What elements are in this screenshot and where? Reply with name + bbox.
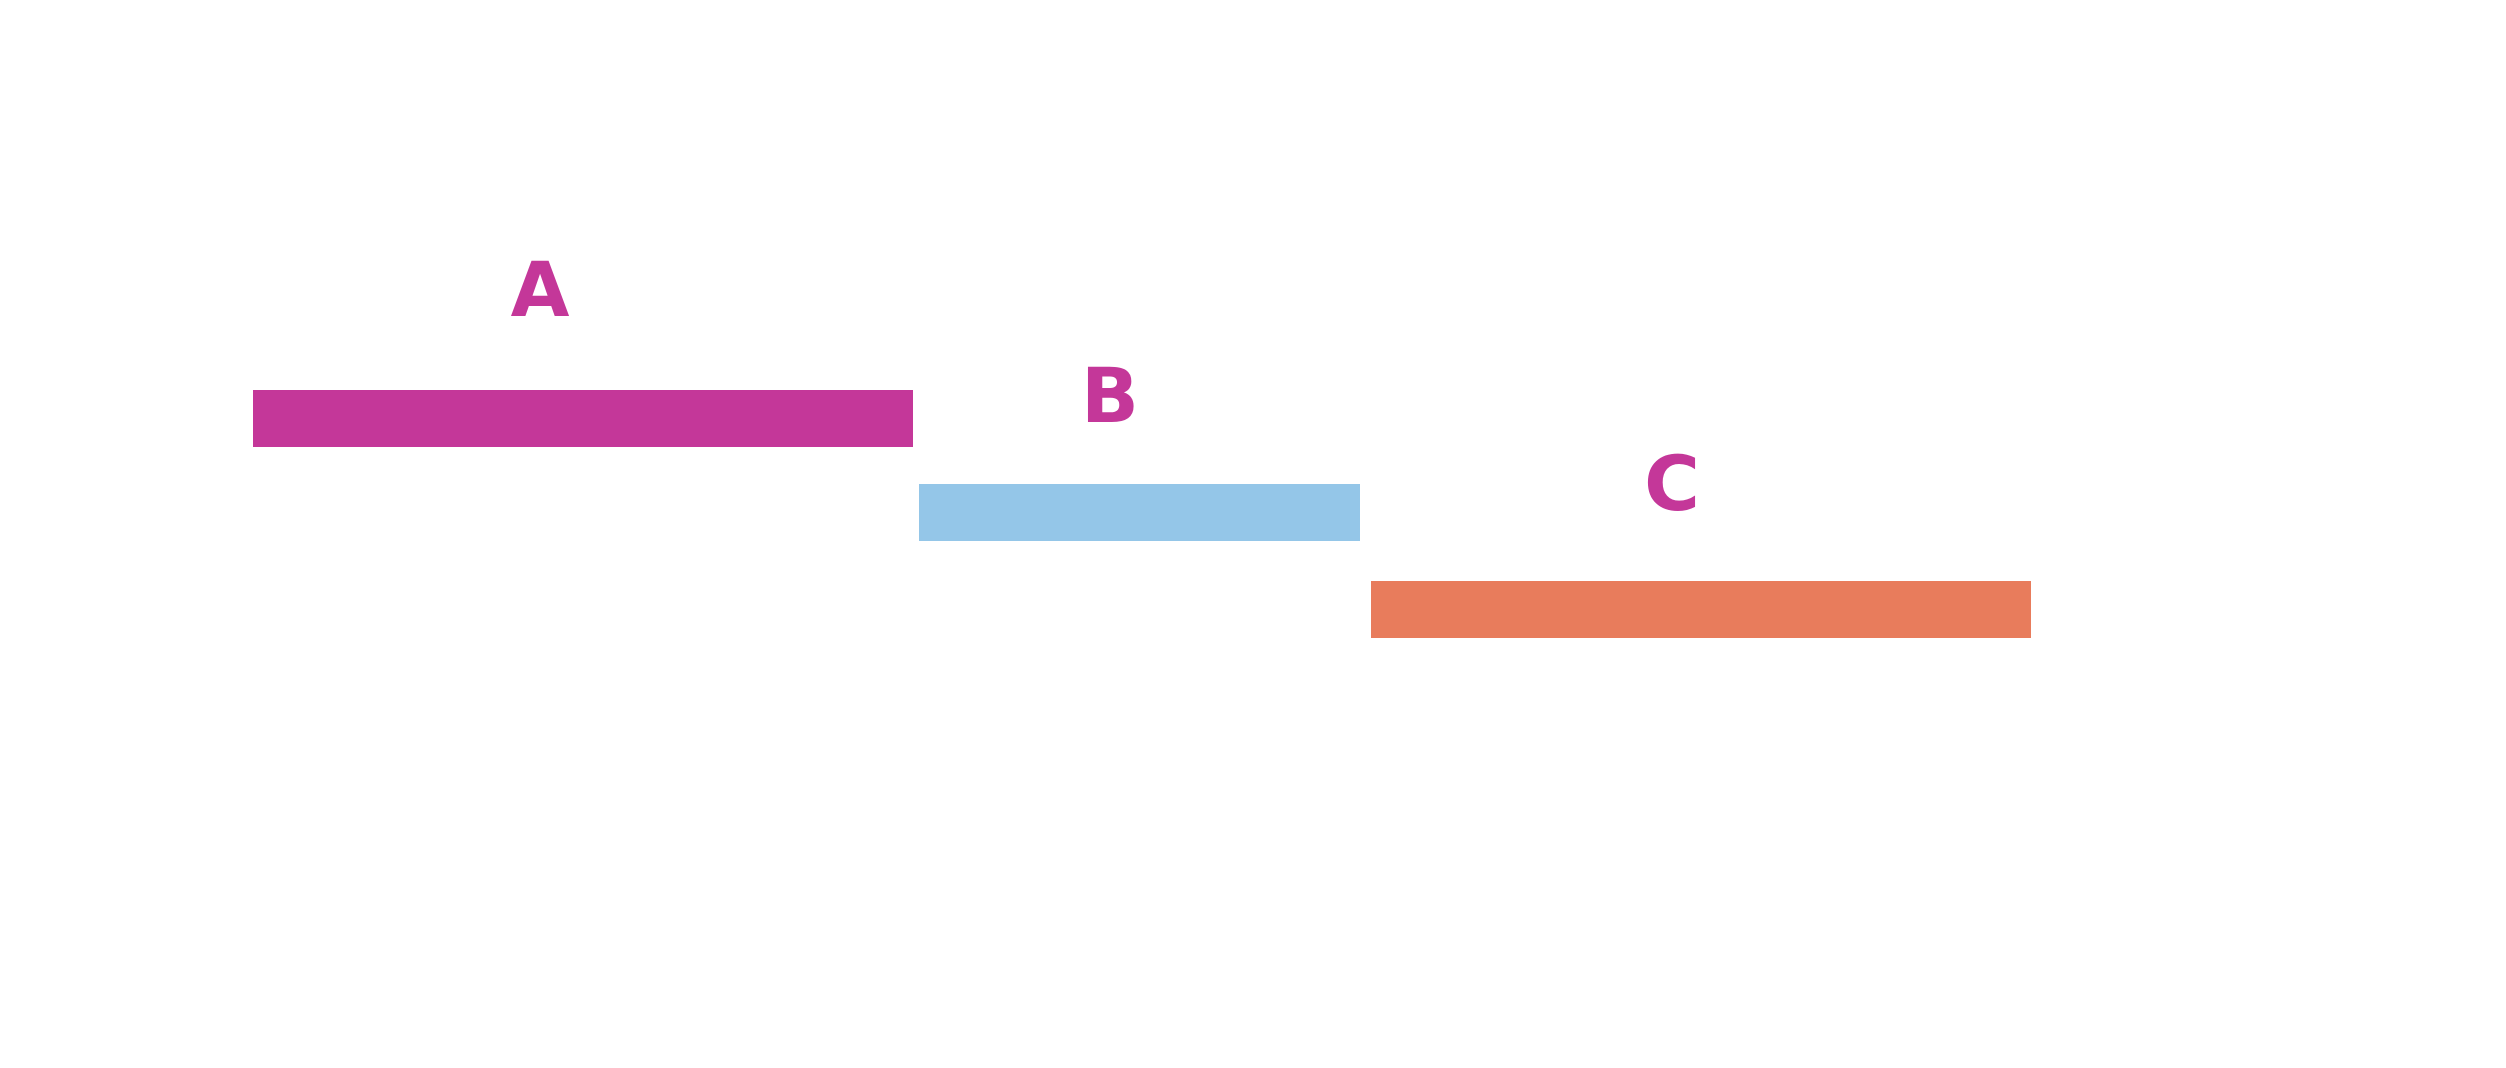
segment-label-b: B <box>1081 351 1139 440</box>
segment-label-c: C <box>1644 439 1700 528</box>
segment-bar-a <box>253 390 913 447</box>
segment-bar-b <box>919 484 1360 541</box>
segment-bar-c <box>1371 581 2031 638</box>
segment-label-a: A <box>510 245 570 334</box>
